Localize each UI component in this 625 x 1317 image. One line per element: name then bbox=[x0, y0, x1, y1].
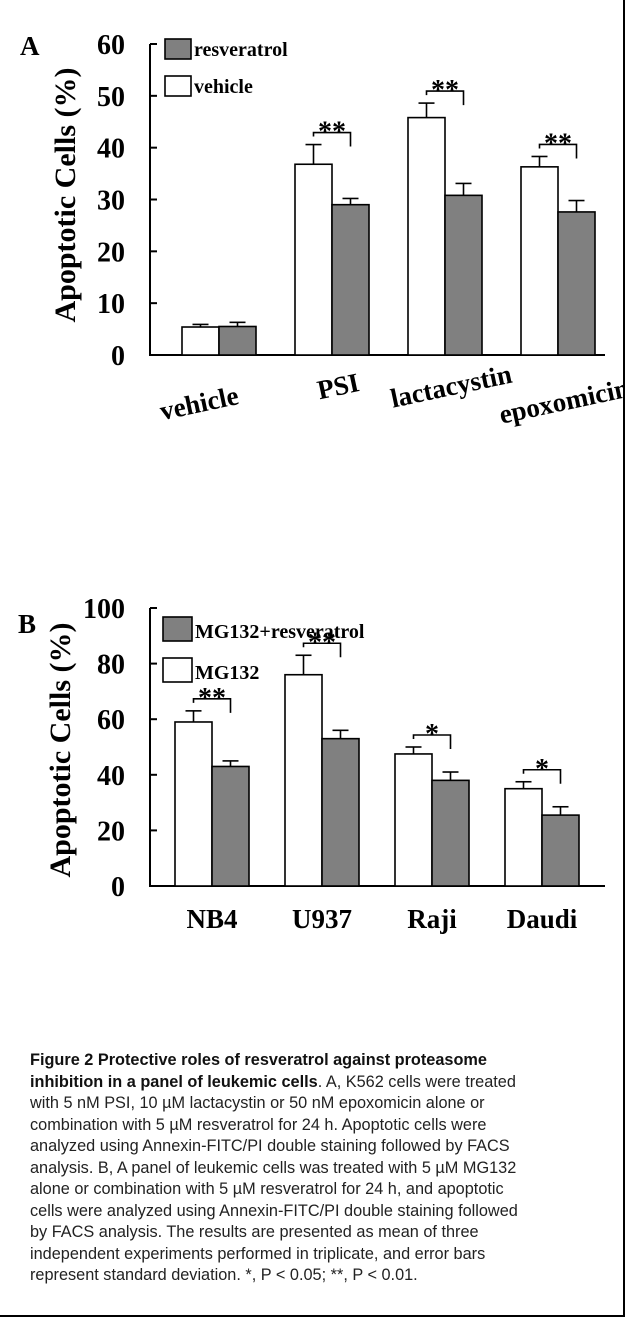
bar bbox=[294, 163, 333, 356]
significance-bracket bbox=[312, 131, 352, 147]
caption-line-1: Figure 2 Protective roles of resveratrol… bbox=[30, 1051, 487, 1069]
y-tick-label: 100 bbox=[83, 594, 125, 625]
x-tick-label: NB4 bbox=[186, 904, 237, 934]
chart-panel-a: A 0 10 20 30 40 50 60 Apoptotic Cells (%) vehicle… bbox=[20, 30, 625, 430]
y-tick-label: 30 bbox=[97, 186, 125, 217]
significance-marker: * bbox=[535, 754, 549, 785]
caption-line-10: independent experiments performed in tri… bbox=[30, 1244, 486, 1263]
bar bbox=[211, 765, 250, 887]
bar bbox=[520, 166, 559, 356]
significance-marker: * bbox=[425, 719, 439, 750]
y-tick-label: 0 bbox=[111, 872, 125, 903]
significance-bracket bbox=[412, 734, 452, 749]
x-tick-label: PSI bbox=[314, 367, 361, 405]
x-tick-label: epoxomicin bbox=[496, 373, 625, 430]
significance-marker: ** bbox=[308, 627, 336, 658]
legend-label: vehicle bbox=[194, 76, 253, 98]
significance-marker: ** bbox=[318, 117, 346, 148]
y-axis-label: Apoptotic Cells (%) bbox=[49, 68, 82, 323]
caption-line-5: analyzed using Annexin-FITC/PI double st… bbox=[30, 1137, 510, 1155]
bar bbox=[331, 203, 370, 356]
figure-caption: Figure 2 Protective roles of resveratrol… bbox=[30, 1050, 615, 1287]
panel-label: A bbox=[20, 31, 40, 61]
legend-label: MG132+resveratrol bbox=[195, 621, 365, 643]
y-tick-label: 40 bbox=[97, 134, 125, 165]
bar bbox=[181, 326, 220, 356]
caption-line-6: analysis. B, A panel of leukemic cells w… bbox=[30, 1158, 517, 1177]
legend-swatch bbox=[162, 616, 193, 642]
y-tick-label: 60 bbox=[97, 705, 125, 736]
x-tick-label: lactacystin bbox=[388, 359, 515, 414]
bar bbox=[321, 737, 360, 887]
x-tick-label: vehicle bbox=[157, 380, 241, 426]
y-tick-label: 50 bbox=[97, 82, 125, 113]
caption-line-7: alone or combination with 5 µM resveratr… bbox=[30, 1180, 504, 1198]
significance-marker: ** bbox=[431, 75, 459, 106]
bar bbox=[174, 721, 213, 887]
caption-line-2-bold: inhibition in a panel of leukemic cells bbox=[30, 1072, 318, 1091]
x-tick-label: Raji bbox=[407, 904, 457, 934]
caption-line-3: with 5 nM PSI, 10 µM lactacystin or 50 n… bbox=[30, 1094, 485, 1112]
bar bbox=[557, 211, 596, 356]
panel-label: B bbox=[18, 609, 36, 639]
bar bbox=[444, 194, 483, 356]
legend-label: resveratrol bbox=[194, 39, 288, 61]
y-tick-label: 80 bbox=[97, 650, 125, 681]
legend-swatch bbox=[162, 657, 193, 683]
caption-line-2-rest: . A, K562 cells were treated bbox=[317, 1072, 516, 1091]
y-tick-label: 40 bbox=[97, 761, 125, 792]
y-tick-label: 20 bbox=[97, 816, 125, 847]
x-tick-label: U937 bbox=[292, 904, 352, 934]
significance-bracket bbox=[302, 642, 342, 658]
bar bbox=[541, 814, 580, 887]
y-axis-label: Apoptotic Cells (%) bbox=[44, 623, 77, 878]
caption-line-9: by FACS analysis. The results are presen… bbox=[30, 1223, 479, 1241]
bar bbox=[394, 753, 433, 887]
y-tick-label: 20 bbox=[97, 237, 125, 268]
bar bbox=[218, 325, 257, 356]
significance-bracket bbox=[522, 768, 562, 784]
caption-line-11: represent standard deviation. *, P < 0.0… bbox=[30, 1266, 418, 1284]
legend-label: MG132 bbox=[195, 662, 259, 684]
caption-line-4: combination with 5 µM resveratrol for 24… bbox=[30, 1115, 487, 1134]
significance-bracket bbox=[425, 90, 465, 106]
bar bbox=[431, 779, 470, 887]
significance-marker: ** bbox=[544, 128, 572, 159]
y-tick-label: 60 bbox=[97, 30, 125, 61]
y-tick-label: 10 bbox=[97, 289, 125, 320]
bar bbox=[504, 787, 543, 887]
x-tick-label: Daudi bbox=[507, 904, 578, 934]
significance-bracket bbox=[192, 698, 232, 713]
legend-swatch bbox=[164, 38, 192, 60]
bar bbox=[407, 116, 446, 356]
legend-swatch bbox=[164, 75, 192, 97]
y-tick-label: 0 bbox=[111, 341, 125, 372]
significance-marker: ** bbox=[198, 683, 226, 714]
significance-bracket bbox=[538, 143, 578, 159]
bar bbox=[284, 673, 323, 887]
caption-line-8: cells were analyzed using Annexin-FITC/P… bbox=[30, 1201, 518, 1220]
